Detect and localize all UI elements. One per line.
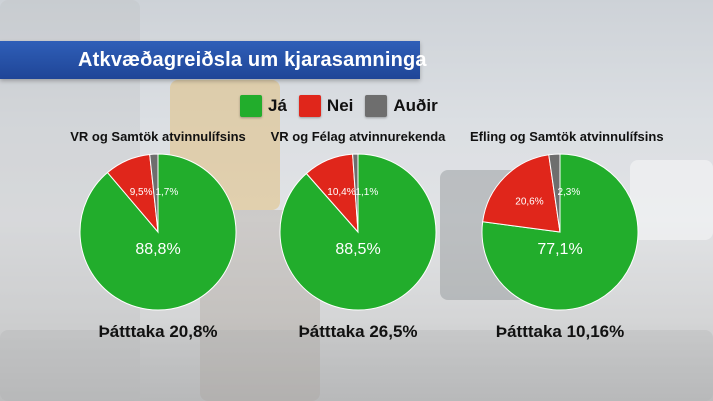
- legend-swatch-audir: [365, 95, 388, 117]
- title-bar: Atkvæðagreiðsla um kjarasamninga: [0, 41, 427, 79]
- pie-chart: 88,8% 9,5% 1,7%: [74, 148, 242, 316]
- chart-vr-fa: VR og Félag atvinnurekenda 88,5% 10,4% 1,1…: [268, 126, 448, 342]
- legend-item-nei: Nei: [298, 95, 354, 117]
- legend-item-ja: Já: [240, 95, 287, 117]
- pie-label-ja: 88,8%: [135, 241, 180, 258]
- legend-label-audir: Auðir: [393, 96, 438, 115]
- chart-title: Efling og Samtök atvinnulífsins: [470, 129, 664, 144]
- pie-slice-nei: [482, 154, 561, 233]
- chart-efling-sa: Efling og Samtök atvinnulífsins 77,1% 20,…: [470, 126, 664, 342]
- pie-label-ja: 88,5%: [335, 241, 380, 258]
- pie-slice-audir: [149, 153, 159, 233]
- pie-svg: 88,5% 10,4% 1,1%: [279, 153, 437, 311]
- legend-label-nei: Nei: [326, 96, 354, 115]
- chart-title: VR og Samtök atvinnulífsins: [70, 129, 246, 144]
- participation-label: Þátttaka 26,5%: [298, 322, 418, 341]
- chart-vr-sa: VR og Samtök atvinnulífsins 88,8% 9,5% 1,7…: [68, 126, 248, 342]
- legend-swatch-ja: [240, 95, 262, 117]
- legend-label-ja: Já: [268, 96, 287, 115]
- pie-label-audir: 1,7%: [155, 187, 178, 198]
- legend-item-audir: Auðir: [365, 95, 438, 117]
- pie-label-nei: 9,5%: [130, 187, 153, 198]
- participation-label: Þátttaka 10,16%: [495, 322, 625, 341]
- pie-label-ja: 77,1%: [537, 241, 582, 258]
- pie-chart: 88,5% 10,4% 1,1%: [274, 148, 442, 316]
- pie-slice-audir: [548, 153, 561, 233]
- pie-svg: 88,8% 9,5% 1,7%: [79, 153, 237, 311]
- pie-label-audir: 1,1%: [355, 187, 378, 198]
- pie-label-nei: 20,6%: [515, 196, 543, 207]
- participation-label: Þátttaka 20,8%: [98, 322, 218, 341]
- pie-label-nei: 10,4%: [327, 187, 355, 198]
- page-title: Atkvæðagreiðsla um kjarasamninga: [78, 49, 427, 71]
- pie-label-audir: 2,3%: [557, 187, 580, 198]
- pie-chart: 77,1% 20,6% 2,3%: [476, 148, 644, 316]
- pie-slice-audir: [352, 153, 359, 233]
- pie-svg: 77,1% 20,6% 2,3%: [481, 153, 639, 311]
- legend-swatch-nei: [298, 95, 321, 117]
- chart-title: VR og Félag atvinnurekenda: [270, 129, 446, 144]
- legend: Já Nei Auðir: [240, 94, 450, 118]
